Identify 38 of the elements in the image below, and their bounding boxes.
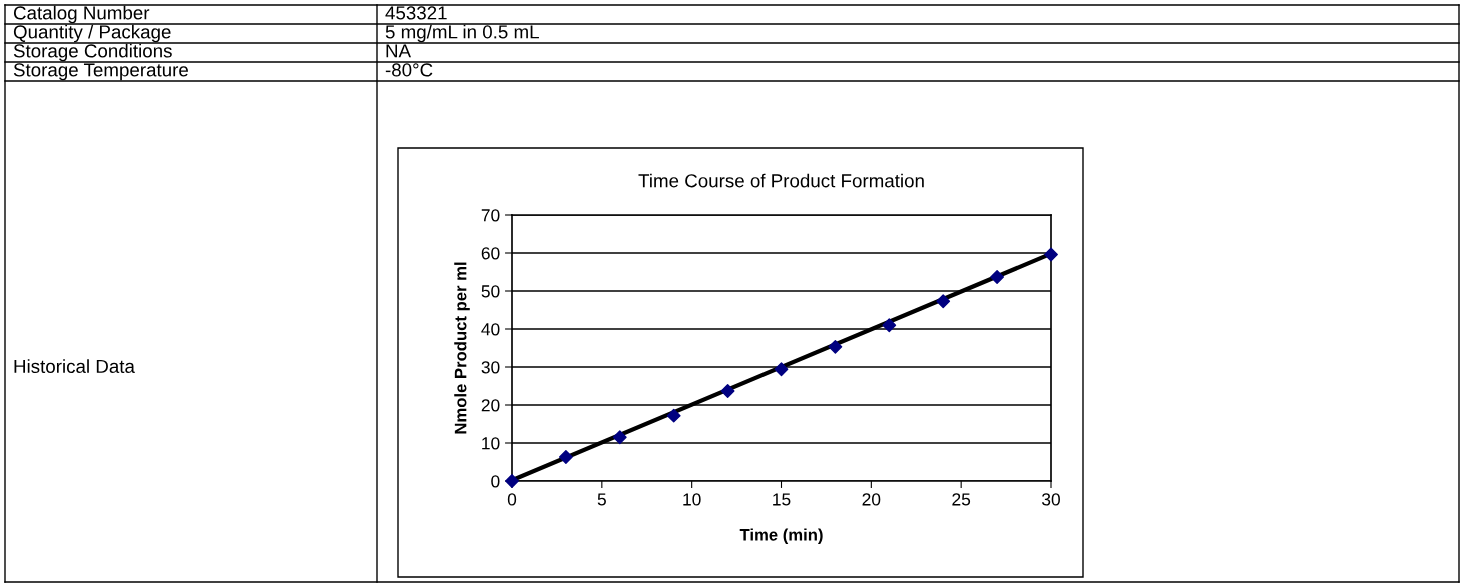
text: NA [386,44,412,58]
x-tick-label: 15 [773,493,791,506]
y-axis-title: Nmole Product per ml [454,262,470,434]
y-tick-label: 70 [481,209,500,222]
text: 453321 [385,6,447,20]
point [720,384,735,398]
y-tick-label: 0 [491,475,500,488]
x-tick-label: 0 [507,493,517,506]
point [505,474,519,488]
point [774,362,789,377]
text: 5 mg/mL in 0.5 mL [385,24,539,43]
point [666,408,681,423]
y-tick-label: 10 [482,437,500,450]
point [1044,247,1058,262]
point [558,450,573,464]
x-tick-label: 20 [862,493,881,506]
text: Storage Conditions [13,43,172,62]
x-axis-title: Time (min) [739,528,823,544]
x-tick-label: 30 [1042,493,1060,506]
x-tick-label: 10 [683,493,701,506]
y-tick-label: 50 [481,285,500,298]
text: Storage Temperature [13,63,188,81]
point [828,339,843,354]
point [990,270,1005,284]
text: Catalog Number [13,5,150,24]
y-tick-label: 40 [481,323,500,336]
text: -80°C [385,63,433,77]
y-tick-label: 30 [481,361,500,374]
x-tick-label: 25 [952,493,971,506]
y-tick-label: 60 [481,247,500,260]
point [882,318,897,333]
x-tick-label: 5 [597,493,606,506]
y-tick-label: 20 [481,399,500,412]
point [612,430,627,445]
text: Historical Data [14,359,135,374]
chart-title: Time Course of Product Formation [638,173,924,188]
text: Quantity / Package [13,24,171,43]
point [936,294,951,309]
